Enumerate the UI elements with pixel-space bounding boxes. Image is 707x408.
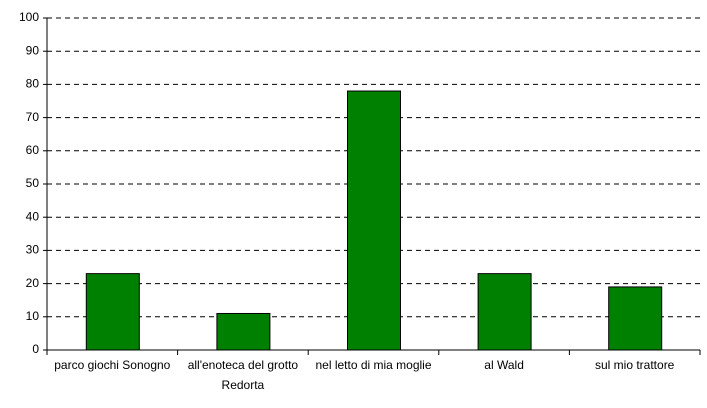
x-tick-label: al Wald	[484, 358, 524, 372]
x-tick-label: nel letto di mia moglie	[315, 358, 432, 372]
x-tick-label: sul mio trattore	[595, 358, 675, 372]
y-tick-label: 60	[26, 143, 40, 157]
y-tick-label: 90	[26, 43, 40, 57]
y-tick-label: 40	[26, 209, 40, 223]
y-tick-label: 0	[32, 342, 39, 356]
y-tick-label: 20	[26, 276, 40, 290]
x-tick-label: parco giochi Sonogno	[54, 358, 171, 372]
bar	[85, 273, 140, 351]
bar	[608, 286, 663, 351]
bar	[477, 273, 532, 351]
y-tick-label: 30	[26, 243, 40, 257]
y-tick-label: 10	[26, 309, 40, 323]
y-tick-label: 70	[26, 110, 40, 124]
y-tick-label: 80	[26, 77, 40, 91]
bar	[347, 90, 401, 351]
y-tick-label: 50	[26, 176, 40, 190]
y-tick-label: 100	[19, 10, 39, 24]
x-tick-label: all'enoteca del grotto Redorta	[187, 358, 299, 392]
bar	[216, 312, 271, 351]
